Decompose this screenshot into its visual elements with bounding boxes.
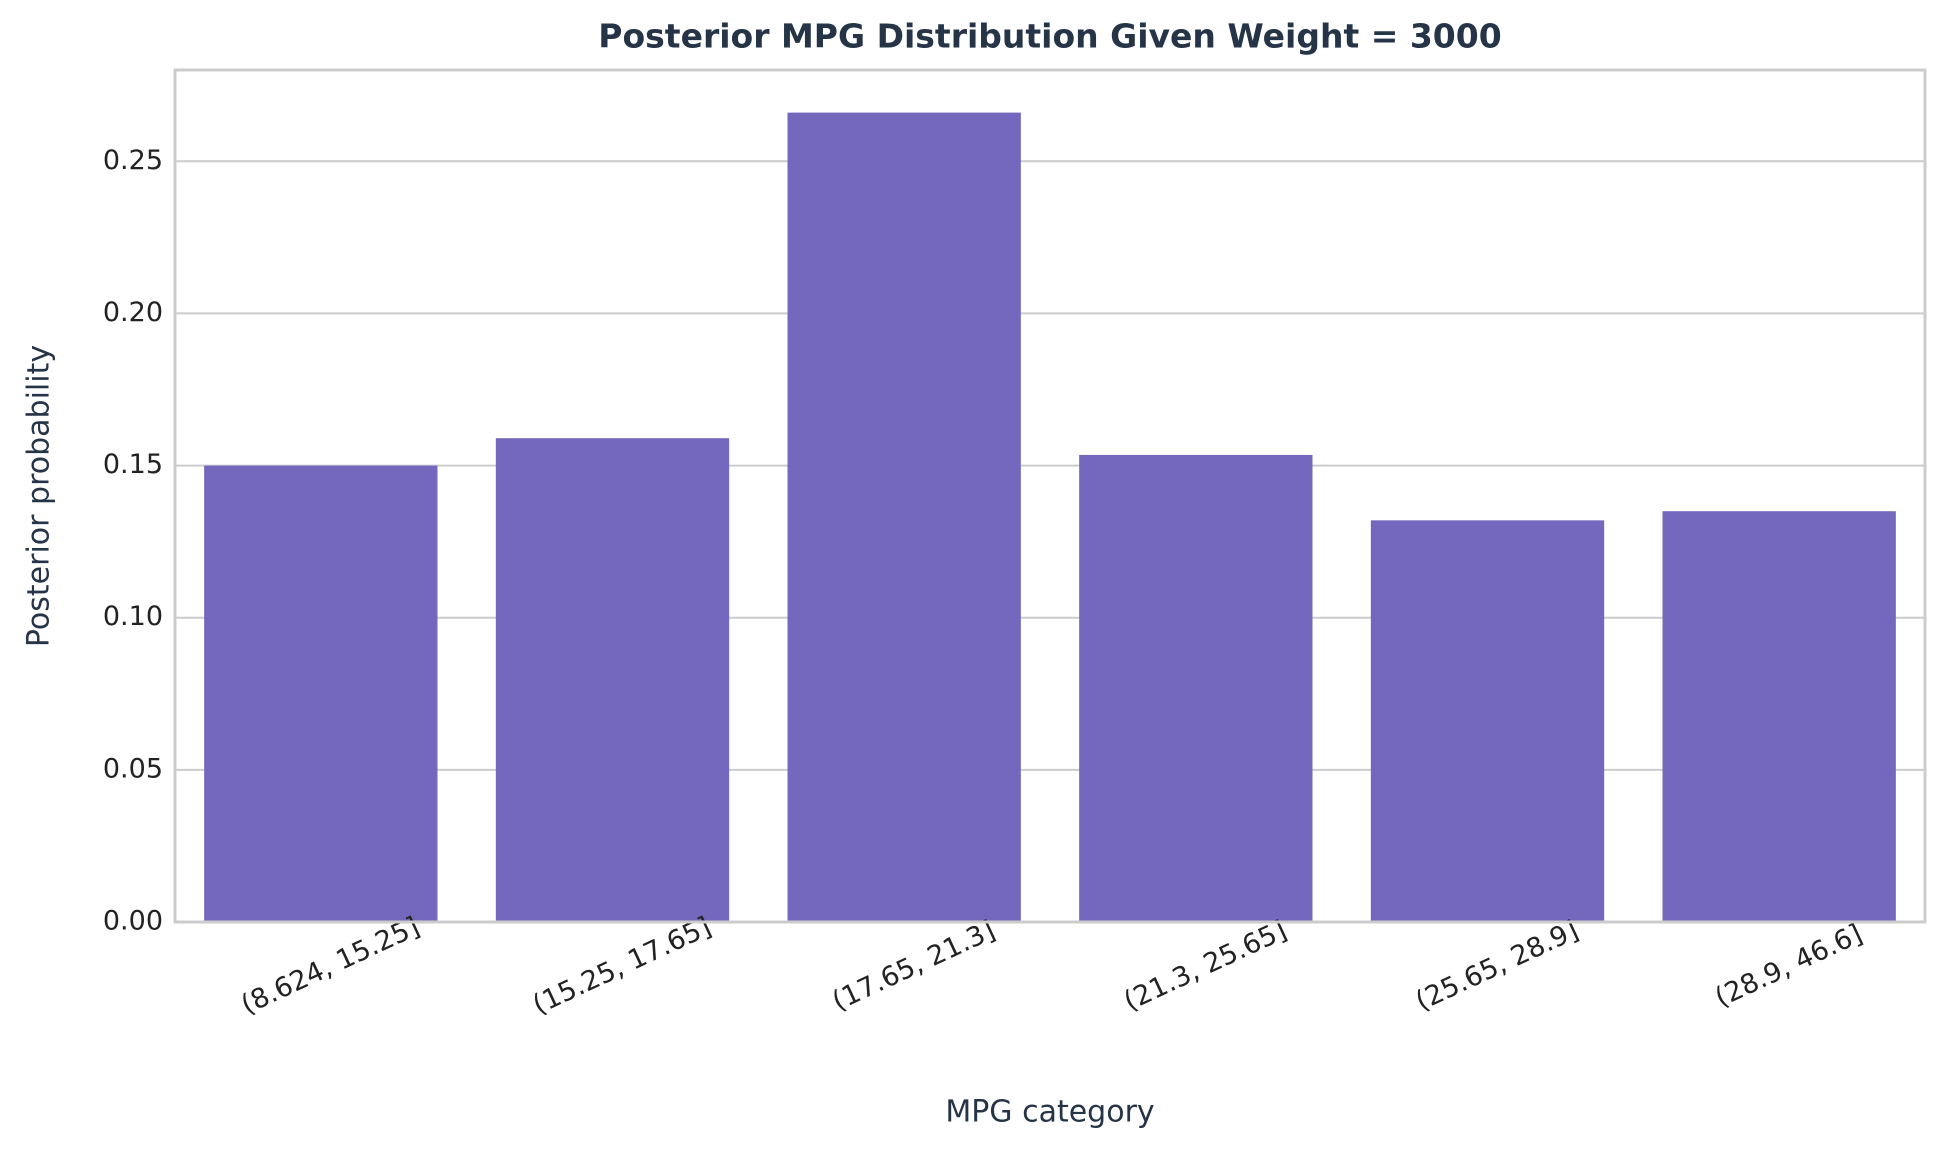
x-tick-label: (15.25, 17.65]	[528, 911, 716, 1021]
y-tick-label: 0.25	[103, 145, 163, 176]
x-tick-label: (17.65, 21.3]	[828, 915, 1000, 1017]
bar	[1370, 520, 1605, 922]
y-tick-label: 0.00	[103, 906, 163, 937]
y-tick-label: 0.05	[103, 753, 163, 784]
bar	[1079, 454, 1313, 922]
y-tick-label: 0.20	[103, 297, 163, 328]
y-tick-label: 0.10	[103, 601, 163, 632]
bar	[495, 438, 730, 922]
y-axis-label: Posterior probability	[22, 345, 57, 647]
bar	[787, 112, 1021, 923]
chart-title: Posterior MPG Distribution Given Weight …	[598, 17, 1501, 56]
plot-frame	[173, 68, 1927, 924]
bar	[1662, 511, 1896, 922]
x-tick-label: (21.3, 25.65]	[1119, 915, 1291, 1017]
y-tick-label: 0.15	[103, 449, 163, 480]
x-tick-label: (28.9, 46.6]	[1710, 919, 1867, 1014]
x-tick-label: (8.624, 15.25]	[236, 911, 424, 1021]
x-axis-label: MPG category	[945, 1095, 1154, 1130]
bar	[204, 465, 438, 922]
x-tick-label: (25.65, 28.9]	[1411, 915, 1583, 1017]
